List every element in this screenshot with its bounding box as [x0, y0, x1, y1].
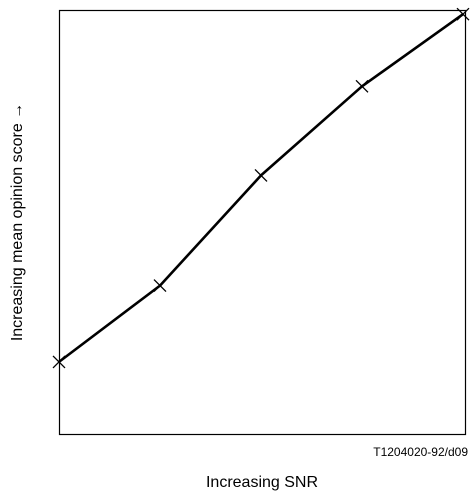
plot-frame — [58, 9, 467, 436]
series-line — [58, 13, 464, 363]
data-point-marker — [254, 168, 268, 182]
y-axis-label: Increasing mean opinion score → — [9, 103, 26, 341]
data-point-marker — [52, 355, 66, 369]
data-point-marker — [355, 79, 369, 93]
x-axis-label: Increasing SNR — [206, 474, 318, 491]
data-point-marker — [456, 7, 470, 21]
figure-id: T1204020-92/d09 — [373, 445, 468, 459]
plot-layer — [52, 7, 470, 369]
data-point-marker — [153, 279, 167, 293]
